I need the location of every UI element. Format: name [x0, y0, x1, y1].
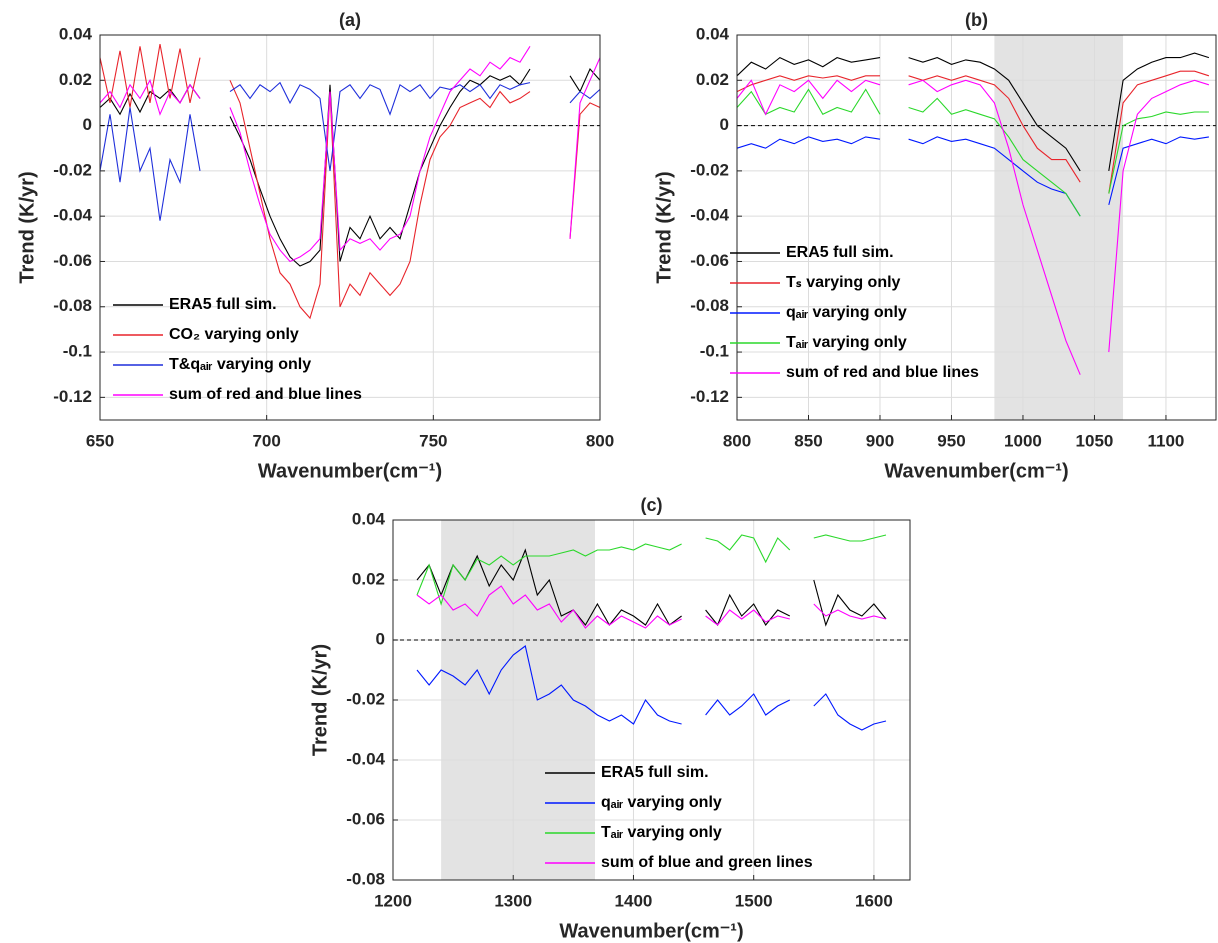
series-line	[736, 136, 1209, 217]
y-axis-label: Trend (K/yr)	[653, 171, 675, 283]
y-tick-label: 0.04	[696, 24, 730, 43]
y-tick-label: -0.12	[690, 387, 729, 406]
series-line	[99, 46, 601, 263]
x-tick-label: 650	[86, 431, 114, 450]
legend-label: ERA5 full sim.	[169, 296, 277, 313]
y-tick-label: -0.1	[700, 342, 729, 361]
series-line	[736, 70, 1210, 194]
panel-title: (a)	[339, 10, 361, 30]
legend-label: sum of blue and green lines	[601, 854, 813, 871]
y-tick-label: 0.04	[59, 24, 93, 43]
legend-label: Tₐᵢᵣ varying only	[786, 334, 907, 351]
x-tick-label: 950	[937, 431, 965, 450]
legend-label: T&qₐᵢᵣ varying only	[169, 356, 311, 373]
y-tick-label: 0.02	[352, 569, 385, 588]
series-line	[416, 534, 887, 606]
axes-box	[736, 34, 1217, 421]
legend-label: sum of red and blue lines	[786, 364, 979, 381]
x-tick-label: 1600	[855, 891, 893, 910]
y-tick-label: -0.06	[690, 251, 729, 270]
y-tick-label: -0.08	[690, 296, 729, 315]
legend-label: qₐᵢᵣ varying only	[786, 304, 907, 321]
plot-area	[737, 35, 1216, 420]
series-line	[736, 88, 1209, 217]
y-tick-label: -0.08	[53, 296, 92, 315]
y-tick-label: 0	[720, 115, 729, 134]
y-tick-label: -0.02	[53, 160, 92, 179]
y-tick-label: 0	[376, 629, 385, 648]
y-tick-label: -0.12	[53, 387, 92, 406]
legend-label: Tₛ varying only	[786, 274, 901, 291]
y-tick-label: -0.1	[63, 342, 92, 361]
y-tick-label: -0.06	[53, 251, 92, 270]
panel: 650 700 750 800 -0.12 -0.1 -0.08 -0.06 -0.04 -0.0…	[16, 10, 614, 483]
legend-label: qₐᵢᵣ varying only	[601, 794, 722, 811]
y-tick-label: 0	[83, 115, 92, 134]
x-tick-label: 700	[252, 431, 280, 450]
y-axis-label: Trend (K/yr)	[16, 171, 38, 283]
x-tick-label: 1500	[735, 891, 773, 910]
x-tick-label: 800	[586, 431, 614, 450]
x-axis-label: Wavenumber(cm⁻¹)	[559, 920, 743, 942]
y-tick-label: 0.04	[352, 509, 386, 528]
y-tick-label: -0.08	[346, 869, 385, 888]
panel-title: (b)	[965, 10, 988, 30]
x-tick-label: 900	[866, 431, 894, 450]
series-line	[736, 52, 1210, 172]
x-tick-label: 1000	[1004, 431, 1042, 450]
series-line	[416, 585, 887, 629]
x-tick-label: 750	[419, 431, 447, 450]
x-tick-label: 1050	[1076, 431, 1114, 450]
series-line	[416, 645, 887, 731]
y-tick-label: -0.02	[346, 689, 385, 708]
y-tick-label: -0.04	[53, 206, 92, 225]
x-tick-label: 1100	[1148, 431, 1185, 450]
x-axis-label: Wavenumber(cm⁻¹)	[884, 460, 1068, 482]
y-axis-label: Trend (K/yr)	[309, 644, 331, 756]
legend-label: Tₐᵢᵣ varying only	[601, 824, 722, 841]
axes-box	[99, 34, 601, 421]
legend-label: sum of red and blue lines	[169, 386, 362, 403]
y-tick-label: 0.02	[59, 70, 92, 89]
y-tick-label: -0.04	[346, 749, 385, 768]
y-tick-label: -0.04	[690, 206, 729, 225]
shaded-region	[994, 35, 1124, 420]
x-tick-label: 1400	[615, 891, 653, 910]
legend-label: ERA5 full sim.	[601, 764, 709, 781]
series-line	[99, 81, 601, 221]
y-tick-label: -0.02	[690, 160, 729, 179]
axes-box	[392, 519, 911, 881]
x-tick-label: 850	[794, 431, 822, 450]
panel: 1200 1300 1400 1500 1600 -0.08 -0.06 -0.04 -0.02…	[309, 495, 911, 942]
panel: 800 850 900 950 1000 1050 1100 -0.12 -0.1 -0.08 -0…	[653, 10, 1217, 482]
legend-label: CO₂ varying only	[169, 326, 299, 343]
x-axis-label: Wavenumber(cm⁻¹)	[258, 460, 442, 482]
x-tick-label: 1300	[494, 891, 532, 910]
series-line	[736, 79, 1210, 375]
x-tick-label: 1200	[374, 891, 412, 910]
y-tick-label: 0.02	[696, 70, 729, 89]
legend-label: ERA5 full sim.	[786, 244, 894, 261]
y-tick-label: -0.06	[346, 809, 385, 828]
panel-title: (c)	[641, 495, 663, 515]
x-tick-label: 800	[723, 431, 751, 450]
